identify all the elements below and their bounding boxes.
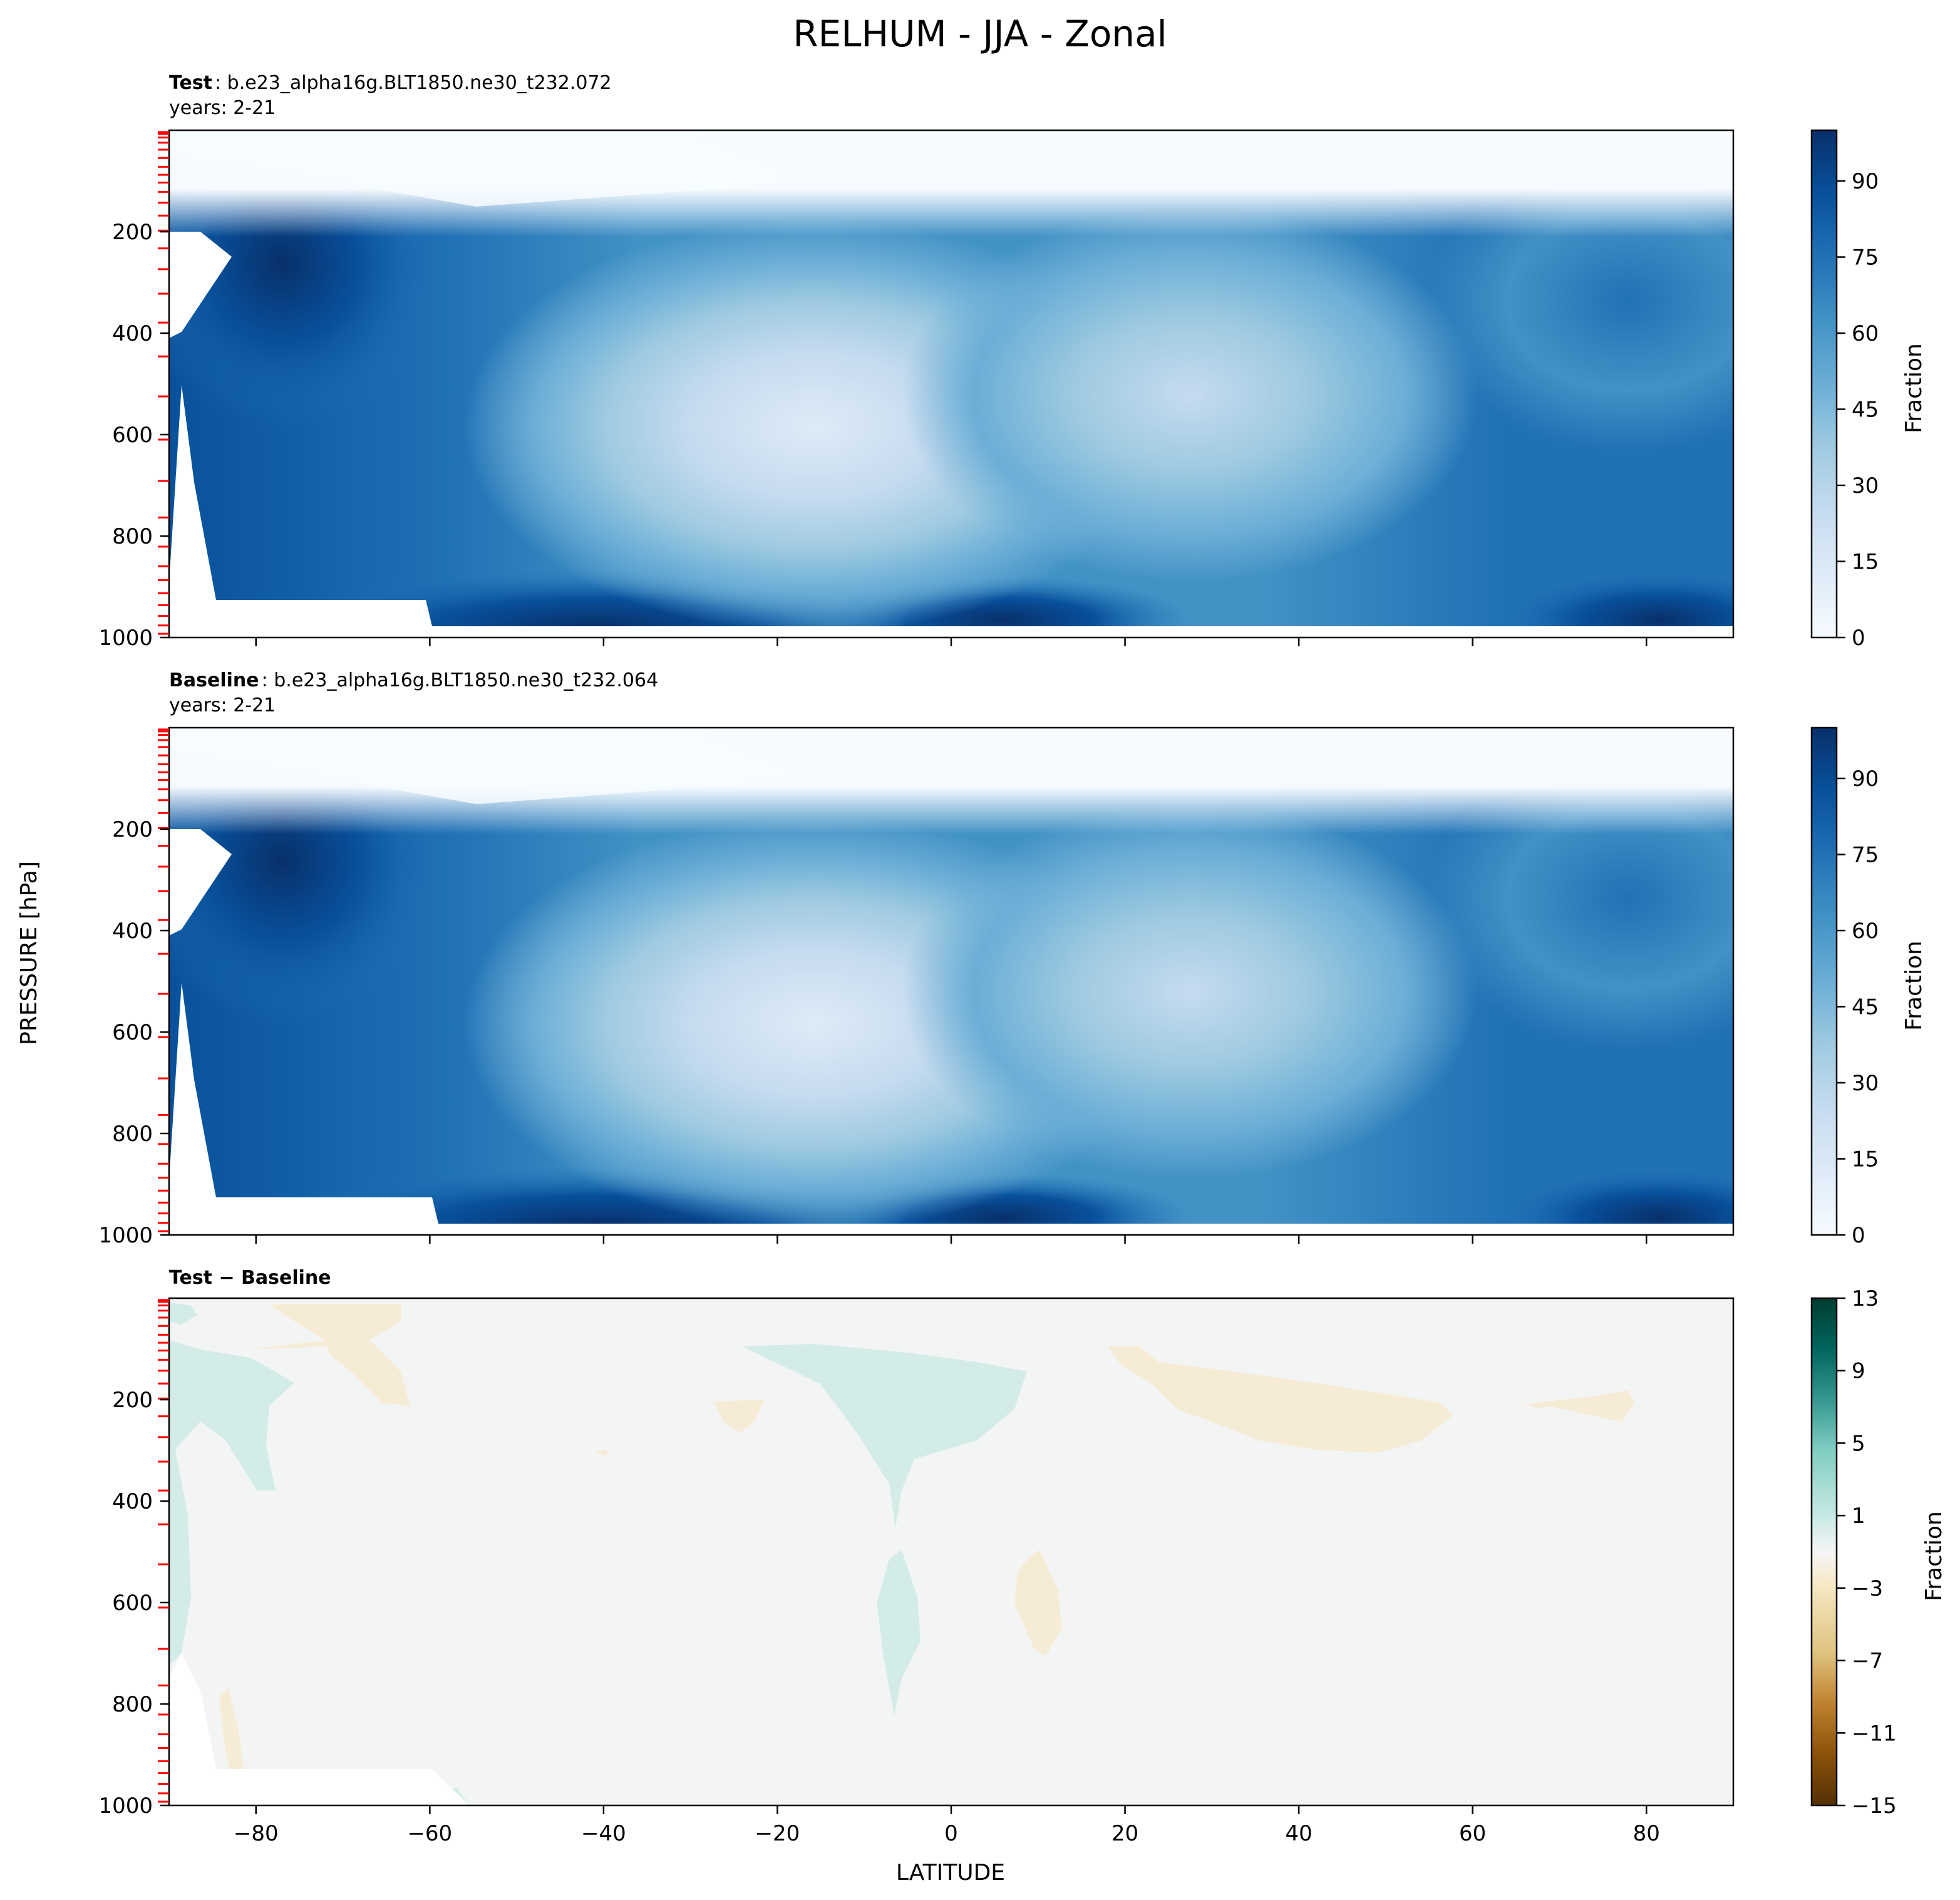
colorbar-tick-label: 0 <box>1852 626 1865 651</box>
x-tick-label: 60 <box>1459 1821 1486 1846</box>
colorbar-tick-label: 75 <box>1852 843 1879 868</box>
y-tick-label: 400 <box>112 919 153 944</box>
colorbar-tick-label: 90 <box>1852 767 1879 792</box>
y-tick-label: 600 <box>112 1020 153 1045</box>
panel-baseline-colorbar-ticks: 0 15 30 45 60 75 90 <box>1837 767 1879 1248</box>
y-tick-label: 200 <box>112 1388 153 1413</box>
colorbar-tick-label: 15 <box>1852 550 1879 575</box>
colorbar-tick-label: 9 <box>1852 1359 1865 1384</box>
colorbar-tick-label: 1 <box>1852 1504 1865 1529</box>
y-tick-label: 800 <box>112 524 153 549</box>
panel-baseline-years: years: 2-21 <box>169 694 276 716</box>
y-tick-label: 800 <box>112 1692 153 1717</box>
colorbar-tick-label: −7 <box>1852 1649 1883 1674</box>
panel-difference-colorbar-label: Fraction <box>1921 1511 1947 1601</box>
panel-test-colorbar-label: Fraction <box>1901 343 1927 433</box>
panel-test-label-case: : b.e23_alpha16g.BLT1850.ne30_t232.072 <box>215 72 612 94</box>
colorbar-tick-label: 45 <box>1852 398 1879 423</box>
panel-baseline-field <box>169 728 1733 1235</box>
figure-title: RELHUM - JJA - Zonal <box>793 13 1167 55</box>
y-tick-label: 200 <box>112 220 153 245</box>
y-tick-label: 800 <box>112 1122 153 1147</box>
panel-baseline-label-case: : b.e23_alpha16g.BLT1850.ne30_t232.064 <box>262 669 659 691</box>
panel-baseline-label-bold: Baseline <box>169 669 259 691</box>
panel-difference-axes: −80 −60 −40 −20 0 20 40 60 80 200 400 600 800 1000 <box>98 1299 1660 1846</box>
panel-baseline-axes: 200 400 600 800 1000 <box>98 728 1648 1248</box>
colorbar-tick-label: 60 <box>1852 919 1879 944</box>
colorbar-tick-label: −3 <box>1852 1576 1883 1601</box>
x-tick-label: 80 <box>1633 1821 1660 1846</box>
y-tick-label: 1000 <box>98 1794 153 1819</box>
x-tick-label: 40 <box>1285 1821 1312 1846</box>
colorbar-tick-label: 45 <box>1852 995 1879 1020</box>
panel-baseline: Baseline: b.e23_alpha16g.BLT1850.ne30_t2… <box>98 669 1927 1248</box>
colorbar-tick-label: 13 <box>1852 1286 1879 1311</box>
y-tick-label: 400 <box>112 321 153 346</box>
x-tick-label: 0 <box>944 1821 958 1846</box>
colorbar-tick-label: −15 <box>1852 1794 1897 1819</box>
panel-difference-field <box>169 1298 1733 1805</box>
panel-test-label-bold: Test <box>169 72 212 94</box>
colorbar-tick-label: 75 <box>1852 245 1879 271</box>
panel-difference: Test − Baseline −80 −60 −40 −20 0 20 40 60 80 200… <box>98 1267 1947 1846</box>
panel-test-axes: 200 400 600 800 1000 <box>98 131 1648 651</box>
panel-difference-colorbar-ticks: 13 9 5 1 −3 −7 −11 −15 <box>1837 1286 1897 1819</box>
x-tick-label: −60 <box>407 1821 452 1846</box>
colorbar-tick-label: 30 <box>1852 1071 1879 1096</box>
y-tick-label: 1000 <box>98 626 153 651</box>
panel-test-label: Test: b.e23_alpha16g.BLT1850.ne30_t232.0… <box>169 72 612 94</box>
panel-test: Test: b.e23_alpha16g.BLT1850.ne30_t232.0… <box>98 72 1927 651</box>
panel-test-colorbar-ticks: 0 15 30 45 60 75 90 <box>1837 169 1879 651</box>
colorbar-tick-label: 60 <box>1852 321 1879 346</box>
colorbar-tick-label: −11 <box>1852 1721 1897 1746</box>
colorbar-tick-label: 5 <box>1852 1431 1865 1456</box>
x-tick-label: −20 <box>755 1821 800 1846</box>
y-tick-label: 600 <box>112 423 153 448</box>
x-tick-label: 20 <box>1112 1821 1138 1846</box>
panel-test-field <box>169 130 1733 638</box>
y-tick-label: 400 <box>112 1489 153 1514</box>
panel-test-colorbar <box>1810 129 1838 639</box>
x-axis-label: LATITUDE <box>896 1860 1005 1886</box>
panel-baseline-colorbar <box>1810 726 1838 1236</box>
x-tick-label: −40 <box>581 1821 626 1846</box>
colorbar-tick-label: 15 <box>1852 1147 1879 1172</box>
colorbar-tick-label: 90 <box>1852 169 1879 194</box>
x-tick-label: −80 <box>234 1821 279 1846</box>
colorbar-tick-label: 0 <box>1852 1223 1865 1248</box>
panel-baseline-label: Baseline: b.e23_alpha16g.BLT1850.ne30_t2… <box>169 669 658 691</box>
y-tick-label: 200 <box>112 817 153 842</box>
panel-difference-colorbar <box>1810 1297 1838 1807</box>
panel-baseline-colorbar-label: Fraction <box>1901 941 1927 1031</box>
y-tick-label: 600 <box>112 1591 153 1616</box>
y-axis-label: PRESSURE [hPa] <box>16 861 42 1045</box>
colorbar-tick-label: 30 <box>1852 473 1879 498</box>
panel-test-years: years: 2-21 <box>169 97 276 119</box>
panel-difference-label: Test − Baseline <box>169 1267 331 1289</box>
y-tick-label: 1000 <box>98 1223 153 1248</box>
